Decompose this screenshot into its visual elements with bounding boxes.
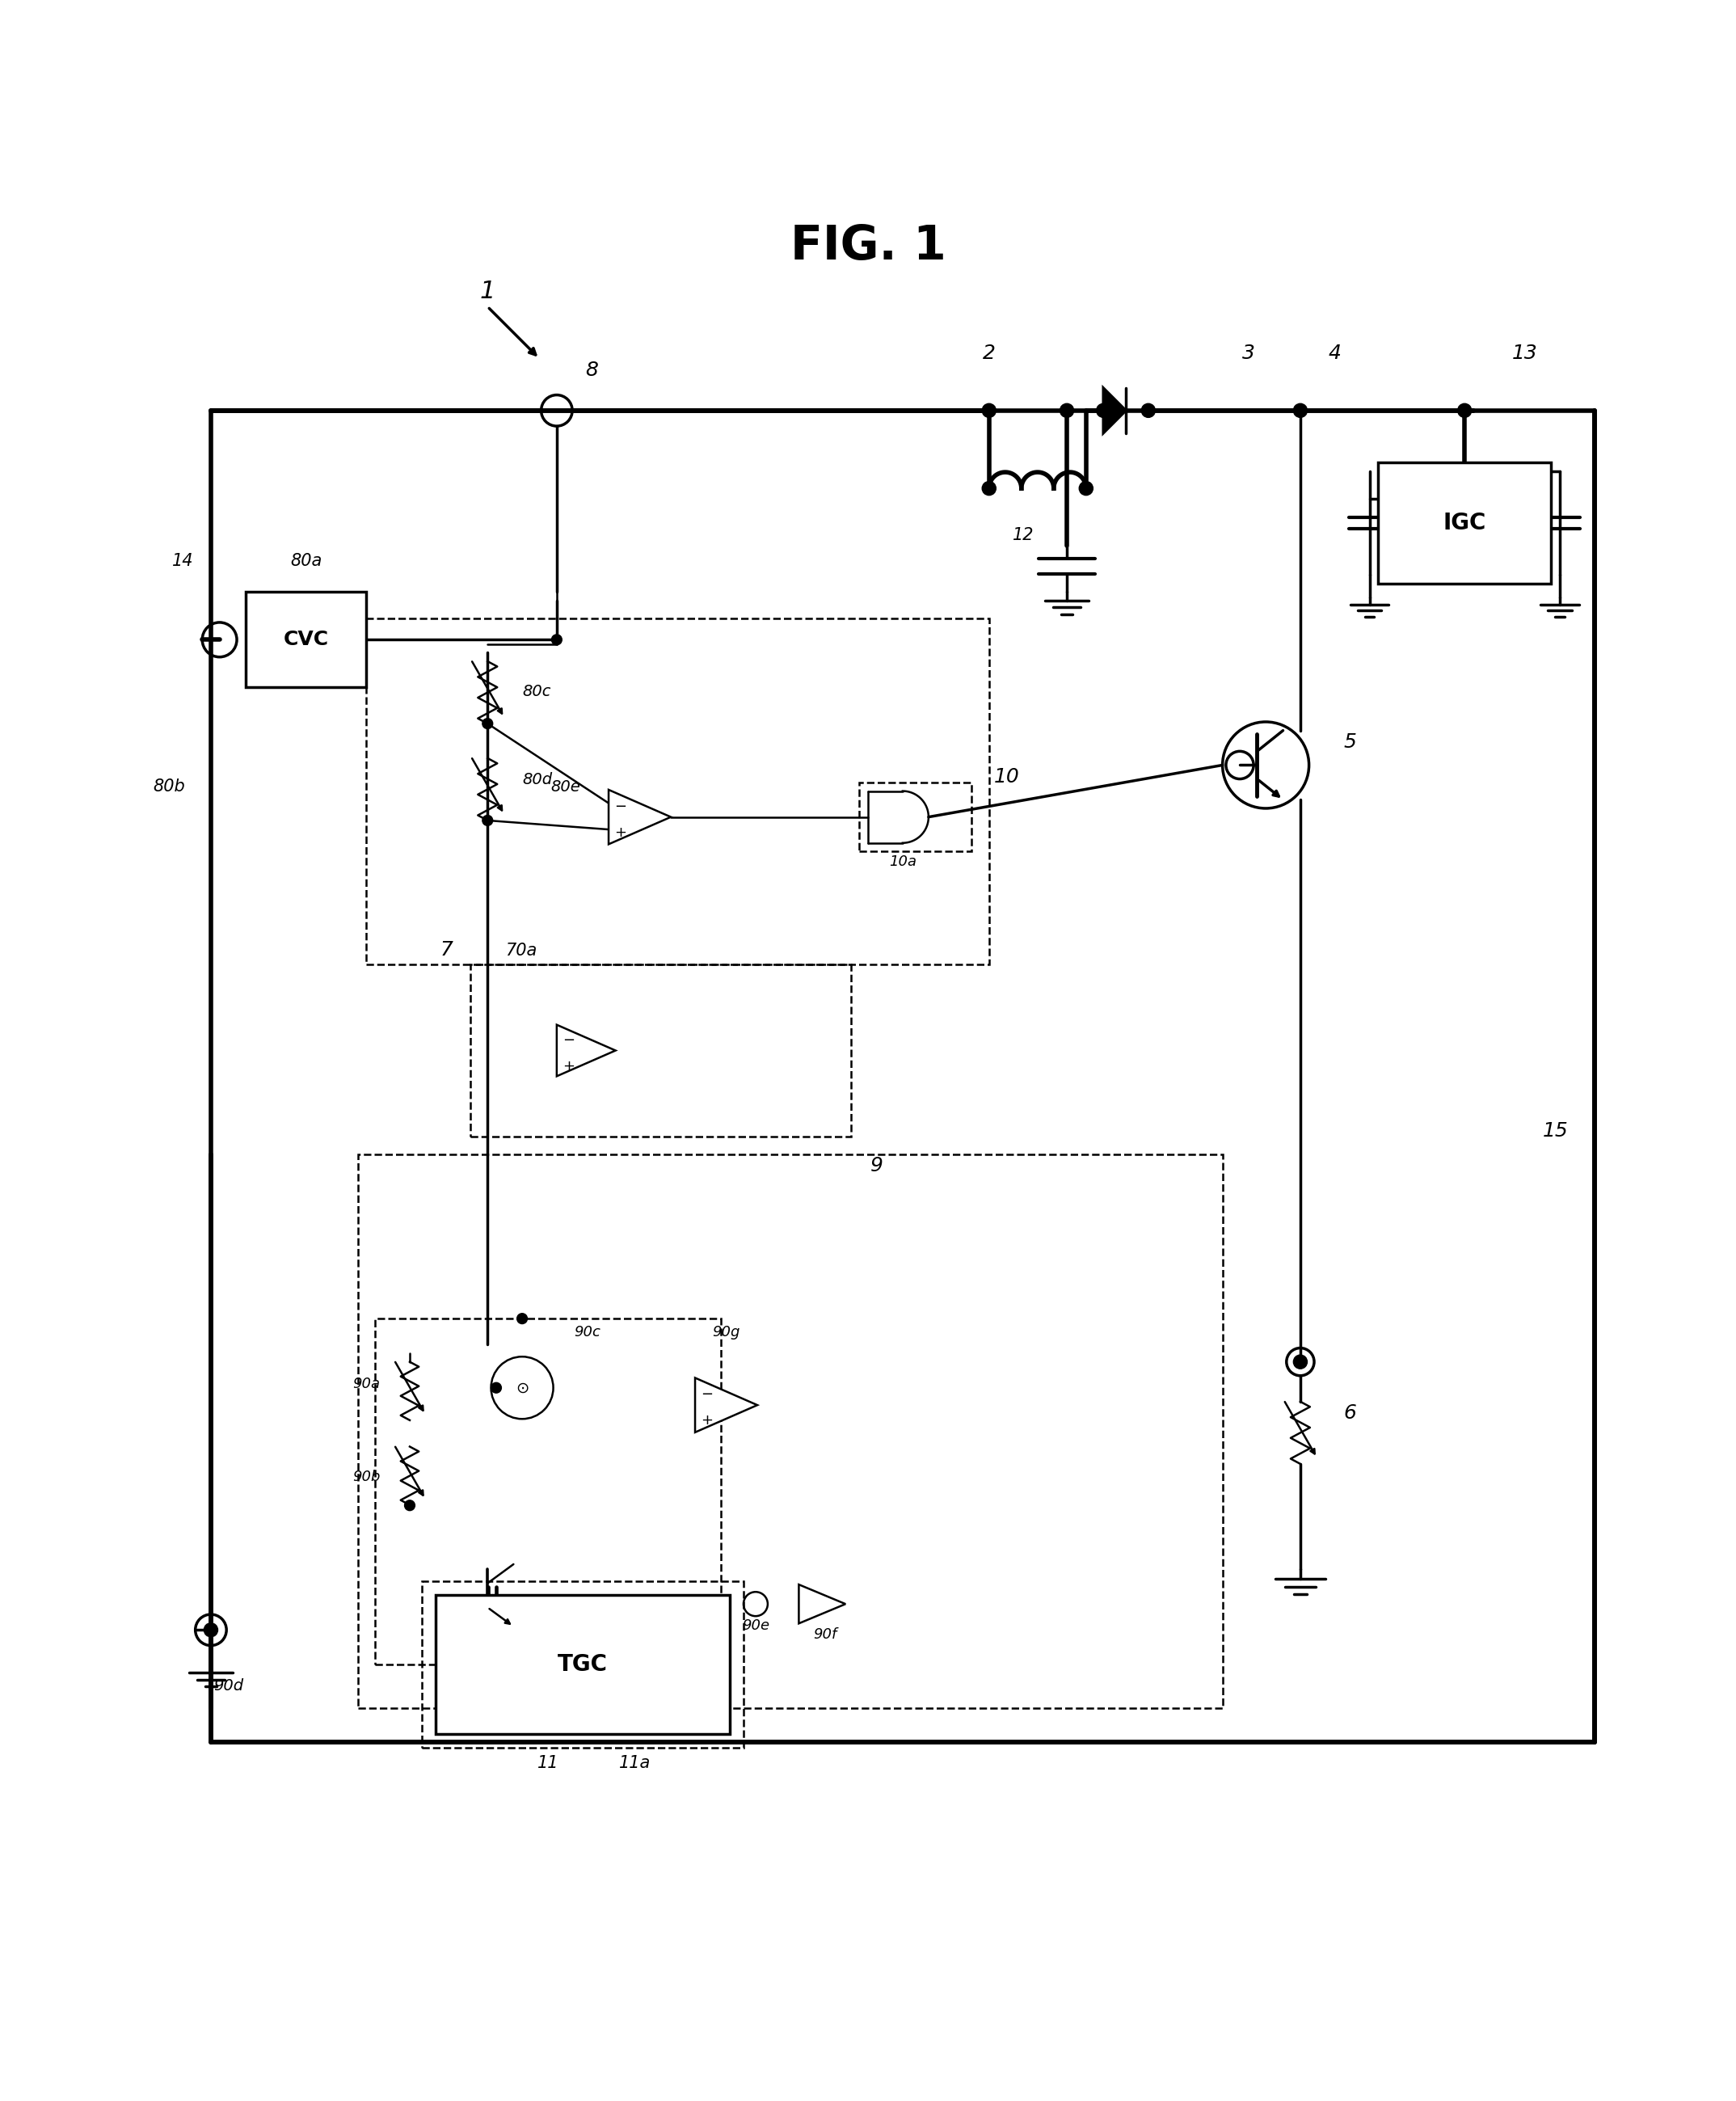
Text: 8: 8 [585, 361, 597, 380]
Circle shape [517, 1313, 528, 1324]
Text: 7: 7 [441, 939, 453, 960]
Bar [375, 1319, 720, 1664]
Text: 80d: 80d [523, 771, 552, 788]
Circle shape [1293, 1355, 1307, 1368]
Text: 90d: 90d [214, 1679, 243, 1693]
Circle shape [1080, 481, 1094, 496]
Text: 11a: 11a [618, 1754, 651, 1771]
Text: 15: 15 [1542, 1122, 1568, 1141]
Circle shape [983, 403, 996, 418]
Bar [422, 1582, 743, 1748]
Text: 12: 12 [1012, 527, 1035, 544]
Bar [859, 782, 972, 851]
Text: 80b: 80b [153, 777, 186, 794]
Bar [358, 1153, 1222, 1708]
Circle shape [203, 1624, 217, 1637]
Bar [470, 964, 851, 1137]
Text: TGC: TGC [557, 1653, 608, 1677]
Text: 11: 11 [538, 1754, 559, 1771]
Text: 90g: 90g [712, 1324, 740, 1338]
Text: 90b: 90b [352, 1471, 380, 1485]
Text: CVC: CVC [283, 630, 328, 649]
Text: 14: 14 [172, 553, 194, 569]
Circle shape [491, 1382, 502, 1393]
Text: 13: 13 [1512, 342, 1538, 363]
Circle shape [1141, 403, 1154, 418]
Text: 4: 4 [1328, 342, 1342, 363]
Text: 6: 6 [1344, 1403, 1356, 1422]
Text: 80a: 80a [290, 553, 321, 569]
Text: 90f: 90f [812, 1628, 837, 1641]
Circle shape [1097, 403, 1111, 418]
Text: 10: 10 [993, 767, 1019, 786]
Text: 5: 5 [1344, 733, 1356, 752]
Text: 9: 9 [870, 1156, 884, 1177]
Text: −: − [562, 1034, 575, 1048]
Text: +: + [562, 1059, 575, 1074]
Bar [366, 618, 990, 964]
Text: 80c: 80c [523, 683, 550, 700]
Text: 10a: 10a [889, 855, 917, 868]
Text: +: + [701, 1414, 713, 1429]
Circle shape [983, 481, 996, 496]
Polygon shape [799, 1584, 845, 1624]
Polygon shape [609, 790, 670, 845]
Text: 90a: 90a [352, 1376, 380, 1391]
Circle shape [1293, 403, 1307, 418]
Text: 80e: 80e [550, 779, 580, 794]
Text: 90c: 90c [575, 1324, 601, 1338]
Bar [1378, 462, 1550, 584]
Text: −: − [701, 1387, 713, 1401]
Circle shape [404, 1500, 415, 1511]
Text: 2: 2 [983, 342, 995, 363]
Text: IGC: IGC [1443, 513, 1486, 534]
Text: −: − [615, 798, 627, 813]
Text: +: + [615, 826, 627, 840]
Text: ⊙: ⊙ [516, 1380, 529, 1395]
Bar [245, 592, 366, 687]
Circle shape [483, 815, 493, 826]
Circle shape [552, 635, 562, 645]
Polygon shape [694, 1378, 757, 1433]
Text: 90e: 90e [741, 1618, 769, 1632]
Text: FIG. 1: FIG. 1 [790, 223, 946, 269]
Polygon shape [1104, 389, 1127, 433]
Text: 3: 3 [1241, 342, 1255, 363]
Circle shape [483, 719, 493, 729]
Text: 1: 1 [479, 279, 495, 303]
Circle shape [1061, 403, 1075, 418]
Bar [436, 1595, 729, 1733]
Polygon shape [557, 1025, 616, 1076]
Text: 70a: 70a [505, 943, 536, 958]
Circle shape [1458, 403, 1472, 418]
